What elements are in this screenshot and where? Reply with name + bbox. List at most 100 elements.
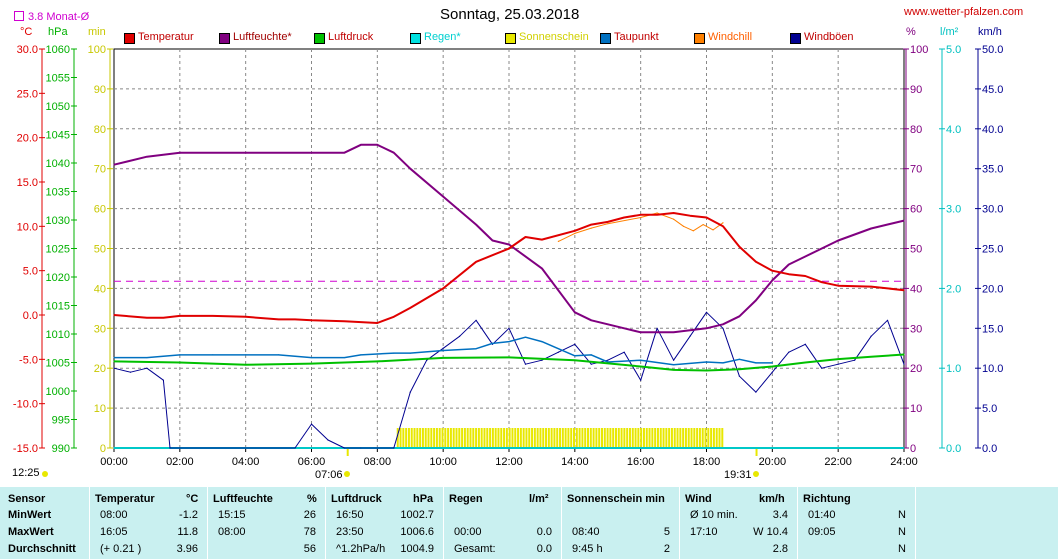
data-point [557,240,559,243]
data-point [837,239,839,242]
data-point [475,348,477,350]
data-point [393,152,395,154]
cell-label: Durchschnitt [8,543,76,555]
data-point [245,152,247,154]
data-point [640,359,642,361]
data-point [508,327,510,329]
data-point [376,322,378,324]
data-point [508,341,510,343]
tick-label-press: 1025 [46,244,70,256]
legend-swatch [124,33,135,44]
hdr-wind: Wind [685,493,712,505]
x-tick-label: 06:00 [298,456,326,468]
tick-label-rain: 1.0 [946,363,961,375]
tick-label-sun: 70 [94,164,106,176]
data-point [212,315,214,317]
tick-label-press: 1045 [46,130,70,142]
hdr-hum-unit: % [307,493,317,505]
data-point [212,354,214,356]
x-tick-label: 04:00 [232,456,260,468]
tick-label-wind: 5.0 [982,403,997,415]
tick-label-temp: 15.0 [17,177,38,189]
legend-label: Luftdruck [328,31,374,43]
monat-avg-icon [14,11,24,21]
legend-swatch [219,33,230,44]
tick-label-wind: 15.0 [982,323,1003,335]
data-point [672,331,675,333]
sunrise-label: 07:06 [315,469,343,481]
data-point [162,379,164,381]
cell-hum_t: 15:15 [218,509,246,521]
tick-label-hum: 70 [910,164,922,176]
legend-label: Sonnenschein [519,31,589,43]
data-point [245,316,247,318]
tick-label-temp: -10.0 [13,399,38,411]
data-point [738,358,741,360]
data-point [672,364,675,366]
data-point [393,447,395,449]
hdr-rain: Regen [449,493,483,505]
data-point [738,315,741,317]
data-point [771,362,773,364]
unit-pct: % [906,26,916,38]
tick-label-press: 990 [52,443,70,455]
legend-swatch [694,33,705,44]
data-point [705,216,708,219]
data-point [870,356,872,358]
data-point [574,311,576,313]
site-link[interactable]: www.wetter-pfalzen.com [904,6,1024,18]
data-point [277,152,280,154]
data-point [672,369,675,371]
data-point [722,323,724,325]
data-point [607,323,609,325]
data-point [722,222,724,224]
data-point [294,447,296,449]
cell-label: MaxWert [8,526,54,538]
data-point [903,219,905,222]
tick-label-press: 1000 [46,386,70,398]
data-point [113,314,115,316]
data-point [277,354,280,356]
data-point [524,336,527,338]
cell-temp_t: (+ 0.21 ) [100,543,142,555]
tick-label-sun: 30 [94,323,106,335]
cell-wind_t: Ø 10 min. [690,509,738,521]
cell-rain_v: 0.0 [536,543,552,555]
data-point [821,281,823,283]
data-point [146,367,148,369]
data-point [738,375,741,377]
data-point [682,225,685,227]
data-point [705,369,708,372]
data-point [524,363,527,365]
legend-label: Temperatur [138,31,194,43]
data-point [360,354,362,356]
tick-label-wind: 25.0 [982,244,1003,256]
cell-sun_t: 08:40 [572,526,600,538]
tick-label-hum: 100 [910,44,928,56]
data-point [870,335,872,337]
data-point [607,223,609,225]
tick-label-hum: 10 [910,403,922,415]
data-point [903,353,905,356]
data-point [640,214,642,216]
data-point [623,216,625,219]
data-point [393,352,395,354]
x-tick-label: 14:00 [561,456,589,468]
cell-dir_t: 09:05 [808,526,836,538]
data-point [442,196,444,198]
hdr-wind-unit: km/h [759,493,785,505]
series-luftfeuchte [113,143,905,334]
unit-temp: °C [20,26,33,38]
cell-press_v: 1002.7 [400,509,434,521]
cell-sun_v: 2 [663,543,670,555]
tick-label-hum: 50 [910,244,922,256]
tick-label-rain: 4.0 [946,124,961,136]
data-point [245,354,247,356]
legend-label: Luftfeuchte* [233,31,292,43]
monat-avg-text: 3.8 Monat-Ø [28,11,90,23]
tick-label-press: 1010 [46,329,70,341]
data-point [854,359,856,361]
data-point [277,318,280,321]
series-taupunkt [113,336,773,366]
x-tick-label: 00:00 [100,456,128,468]
